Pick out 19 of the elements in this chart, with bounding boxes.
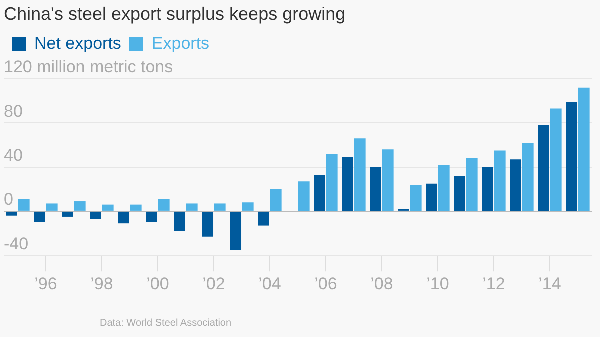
y-tick-label: 120 million metric tons bbox=[4, 58, 174, 77]
y-tick-label: 80 bbox=[4, 102, 23, 121]
x-tick-label: ’10 bbox=[426, 274, 450, 294]
legend-label: Exports bbox=[152, 34, 210, 54]
x-tick-label: ’96 bbox=[34, 274, 58, 294]
y-tick-label: 0 bbox=[4, 190, 14, 210]
x-tick-label: ’02 bbox=[202, 274, 226, 294]
x-tick-label: ’00 bbox=[146, 274, 170, 294]
x-tick-label: ’06 bbox=[314, 274, 338, 294]
legend-label: Net exports bbox=[34, 34, 122, 54]
x-tick-label: ’08 bbox=[370, 274, 394, 294]
x-tick-label: ’04 bbox=[258, 274, 282, 294]
x-tick-label: ’98 bbox=[90, 274, 114, 294]
x-tick-label: ’12 bbox=[482, 274, 506, 294]
text: Data: World Steel Association bbox=[100, 318, 232, 329]
x-tick-label: ’14 bbox=[538, 274, 562, 294]
y-tick-label: -40 bbox=[4, 234, 29, 254]
y-tick-label: 40 bbox=[4, 146, 23, 165]
chart-title: China's steel export surplus keeps growing bbox=[4, 4, 346, 25]
